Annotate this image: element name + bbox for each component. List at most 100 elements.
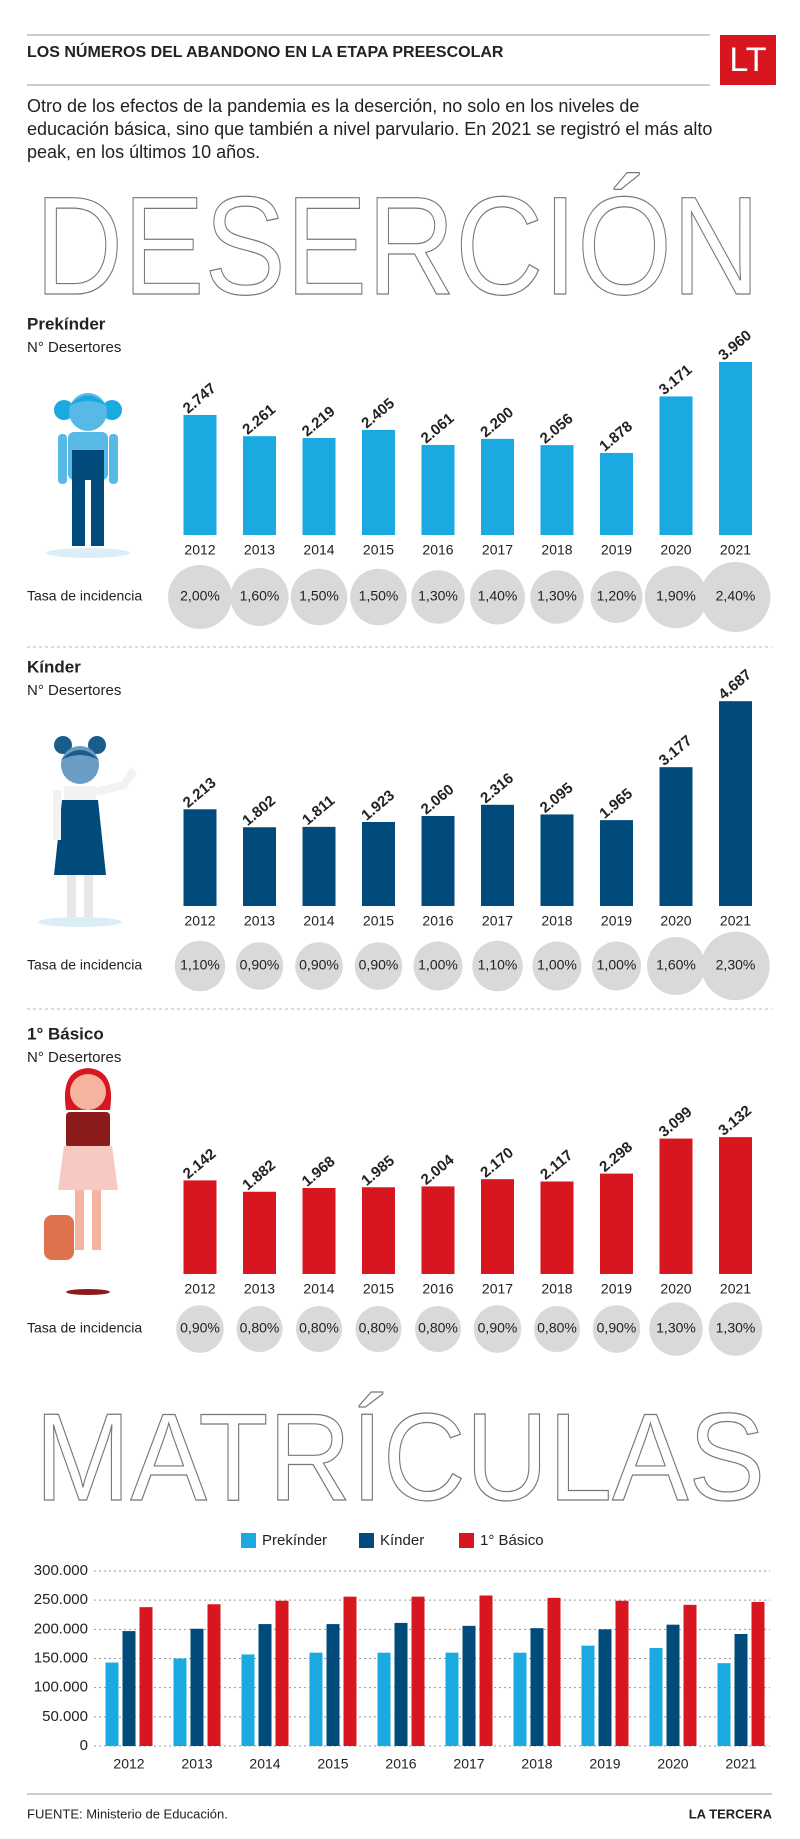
- bar: [309, 1652, 323, 1746]
- illustration: [44, 1068, 118, 1295]
- value-label: 2.095: [537, 779, 577, 816]
- rate-label: 1,10%: [478, 957, 518, 973]
- rate-circle: [296, 1306, 342, 1352]
- value-label: 2.117: [537, 1147, 576, 1184]
- bar: [600, 1173, 633, 1274]
- x-tick-label: 2013: [181, 1756, 212, 1772]
- rate-circle: [708, 1302, 763, 1356]
- x-tick-label: 2021: [725, 1756, 756, 1772]
- bar: [600, 820, 633, 906]
- bar: [719, 701, 752, 906]
- rate-label: 1,30%: [418, 588, 458, 604]
- x-tick-label: 2018: [541, 1281, 572, 1297]
- x-tick-label: 2020: [660, 542, 691, 558]
- value-label: 4.687: [715, 666, 755, 703]
- value-label: 2.213: [180, 774, 220, 811]
- bar: [666, 1624, 680, 1746]
- rate-label: 1,90%: [656, 588, 696, 604]
- x-tick-label: 2019: [589, 1756, 620, 1772]
- bar: [540, 445, 574, 535]
- value-label: 2.142: [180, 1145, 220, 1182]
- bar: [719, 1137, 752, 1274]
- bar: [421, 444, 455, 535]
- bar: [326, 1624, 340, 1746]
- x-tick-label: 2013: [244, 913, 275, 929]
- header-title: LOS NÚMEROS DEL ABANDONO EN LA ETAPA PRE…: [27, 42, 504, 61]
- x-tick-label: 2012: [184, 913, 215, 929]
- bar: [659, 396, 693, 535]
- value-label: 2.747: [180, 380, 220, 417]
- value-label: 1.985: [358, 1152, 398, 1189]
- section-title: DESERCIÓN: [35, 167, 760, 324]
- rate-circle: [235, 942, 284, 990]
- rate-label: 2,30%: [716, 957, 756, 973]
- rate-label: 2,40%: [716, 588, 756, 604]
- x-tick-label: 2013: [244, 1281, 275, 1297]
- bar: [183, 809, 217, 906]
- rate-label: 1,00%: [418, 957, 458, 973]
- x-tick-label: 2017: [482, 913, 513, 929]
- bar: [540, 1181, 574, 1274]
- rate-circle: [532, 941, 582, 991]
- rate-circle: [473, 1305, 522, 1353]
- bar: [479, 1595, 493, 1746]
- bar: [302, 1187, 336, 1274]
- rate-label: 2,00%: [180, 588, 220, 604]
- bar: [258, 1624, 272, 1746]
- value-label: 2.261: [239, 401, 279, 438]
- value-label: 1.802: [239, 792, 279, 829]
- logo: LT: [729, 41, 766, 79]
- bar: [719, 361, 752, 535]
- bar: [421, 815, 455, 906]
- rate-label: 1,60%: [240, 588, 280, 604]
- logo-box: [720, 35, 776, 85]
- x-tick-label: 2016: [422, 542, 453, 558]
- rate-label: 0,80%: [418, 1320, 458, 1336]
- value-label: 2.298: [596, 1139, 636, 1176]
- bar: [445, 1652, 459, 1746]
- bar: [615, 1600, 629, 1746]
- rate-circle: [472, 940, 523, 992]
- rate-circle: [411, 570, 465, 624]
- legend-label: Prekínder: [262, 1532, 327, 1549]
- intro: Otro de los efectos de la pandemia es la…: [27, 96, 713, 162]
- bar: [362, 1187, 395, 1274]
- x-tick-label: 2013: [244, 542, 275, 558]
- bar: [547, 1597, 561, 1746]
- x-tick-label: 2020: [660, 913, 691, 929]
- rate-label: 1,50%: [359, 588, 399, 604]
- bar: [122, 1631, 136, 1746]
- bar: [581, 1645, 595, 1746]
- rate-label: 0,90%: [180, 1320, 220, 1336]
- bar: [275, 1600, 289, 1746]
- x-tick-label: 2014: [303, 542, 334, 558]
- bar: [343, 1596, 357, 1746]
- x-tick-label: 2021: [720, 542, 751, 558]
- bar: [421, 1186, 455, 1274]
- bar: [481, 804, 514, 906]
- y-tick-label: 0: [80, 1737, 88, 1754]
- rate-circle: [534, 1306, 580, 1352]
- rate-label: 1,40%: [478, 588, 518, 604]
- rate-label: 0,90%: [359, 957, 399, 973]
- bar: [683, 1604, 697, 1746]
- rate-circle: [355, 1306, 402, 1352]
- y-tick-label: 200.000: [34, 1620, 88, 1637]
- bar: [649, 1648, 663, 1746]
- x-tick-label: 2018: [541, 542, 572, 558]
- chart-subtitle: N° Desertores: [27, 339, 121, 356]
- rate-label: 0,80%: [537, 1320, 577, 1336]
- legend-swatch: [241, 1533, 256, 1548]
- rate-title: Tasa de incidencia: [27, 1320, 142, 1336]
- x-tick-label: 2016: [385, 1756, 416, 1772]
- chart-title: 1° Básico: [27, 1024, 104, 1043]
- rate-circle: [647, 937, 705, 995]
- brand: LA TERCERA: [689, 1806, 773, 1821]
- bar: [190, 1628, 204, 1746]
- bar: [734, 1634, 748, 1746]
- legend-swatch: [359, 1533, 374, 1548]
- rate-circle: [592, 1305, 641, 1353]
- value-label: 2.170: [477, 1144, 517, 1181]
- x-tick-label: 2019: [601, 913, 632, 929]
